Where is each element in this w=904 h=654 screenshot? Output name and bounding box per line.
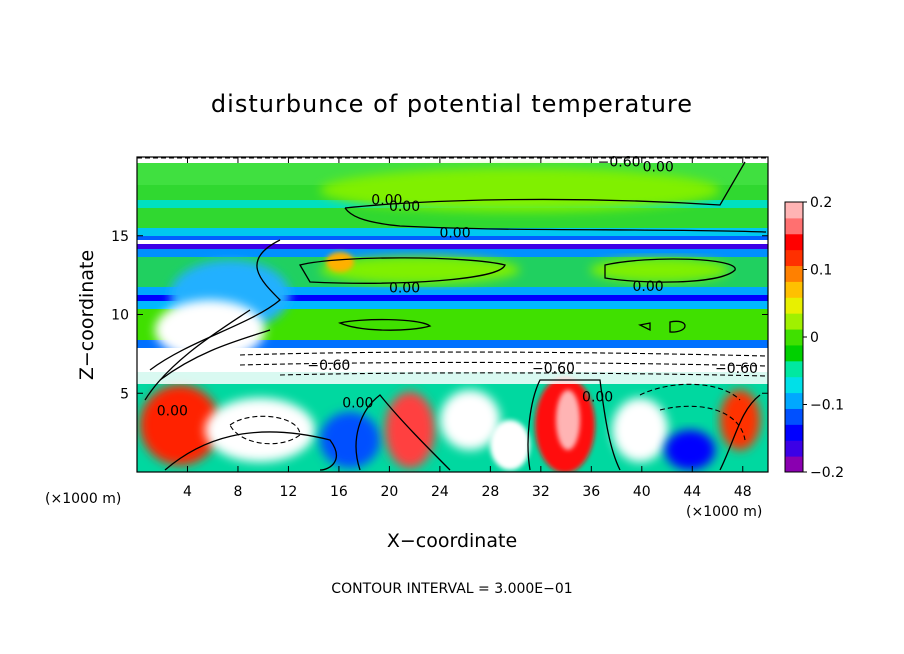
colorbar-swatch (785, 360, 803, 378)
y-axis-ticks: 5 10 15 (111, 229, 768, 402)
contour-interval-note: CONTOUR INTERVAL = 3.000E−01 (331, 581, 572, 597)
x-tick-label: 20 (380, 484, 398, 500)
contour-label: 0.00 (342, 396, 373, 412)
colorbar-swatch (785, 249, 803, 267)
colorbar-tick-label: 0 (810, 330, 819, 346)
x-axis-unit: (×1000 m) (686, 504, 762, 520)
x-tick-label: 12 (280, 484, 298, 500)
contour-label: 0.00 (439, 226, 470, 242)
x-tick-label: 24 (431, 484, 449, 500)
colorbar-swatch (785, 281, 803, 298)
y-tick-label: 10 (111, 308, 129, 324)
x-tick-label: 32 (532, 484, 550, 500)
x-axis-ticks: 4 8 12 16 20 24 28 32 36 40 44 48 (183, 157, 752, 500)
x-tick-label: 8 (233, 484, 242, 500)
contour-label: 0.00 (643, 159, 674, 175)
colorbar-swatch (785, 392, 803, 409)
contour-label: 0.00 (633, 279, 664, 295)
heatmap-field (137, 157, 768, 472)
x-tick-label: 36 (582, 484, 600, 500)
colorbar-swatch (785, 456, 803, 473)
contour-label: −0.60 (307, 358, 350, 374)
contour-label: −0.60 (532, 361, 575, 377)
colorbar-swatch (785, 408, 803, 425)
x-axis-title: X−coordinate (387, 530, 517, 552)
chart-title: disturbunce of potential temperature (211, 90, 693, 118)
colorbar (785, 202, 803, 473)
x-tick-label: 48 (734, 484, 752, 500)
x-tick-label: 44 (683, 484, 701, 500)
x-tick-label: 4 (183, 484, 192, 500)
y-tick-label: 5 (120, 386, 129, 402)
colorbar-swatch (785, 329, 803, 346)
colorbar-swatch (785, 217, 803, 235)
colorbar-swatch (785, 344, 803, 362)
colorbar-swatch (785, 424, 803, 441)
contour-label: −0.60 (715, 361, 758, 377)
colorbar-tick-label: 0.1 (810, 263, 832, 279)
colorbar-swatch (785, 202, 803, 219)
colorbar-swatch (785, 313, 803, 330)
contour-label: 0.00 (389, 281, 420, 297)
contour-label: 0.00 (389, 199, 420, 215)
colorbar-swatch (785, 297, 803, 314)
contour-labels: −0.60 0.000.000.000.000.00 0.00−0.60 −0.60−… (157, 155, 758, 420)
colorbar-tick-label: −0.1 (810, 398, 844, 414)
colorbar-tick-label: −0.2 (810, 465, 844, 481)
contour-label: 0.00 (157, 404, 188, 420)
x-tick-label: 16 (330, 484, 348, 500)
y-tick-label: 15 (111, 229, 129, 245)
colorbar-tick-label: 0.2 (810, 195, 832, 211)
x-tick-label: 28 (481, 484, 499, 500)
y-axis-title: Z−coordinate (76, 250, 98, 380)
colorbar-swatch (785, 265, 803, 282)
contour-label: −0.60 (598, 155, 641, 171)
z-axis-unit: (×1000 m) (45, 491, 121, 507)
x-tick-label: 40 (633, 484, 651, 500)
colorbar-swatch (785, 440, 803, 457)
contour-label: 0.00 (371, 193, 402, 209)
colorbar-swatch (785, 233, 803, 251)
colorbar-ticks: 0.2 0.1 0 −0.1 −0.2 (803, 195, 844, 481)
contour-label: 0.00 (582, 389, 613, 405)
colorbar-swatch (785, 376, 803, 394)
